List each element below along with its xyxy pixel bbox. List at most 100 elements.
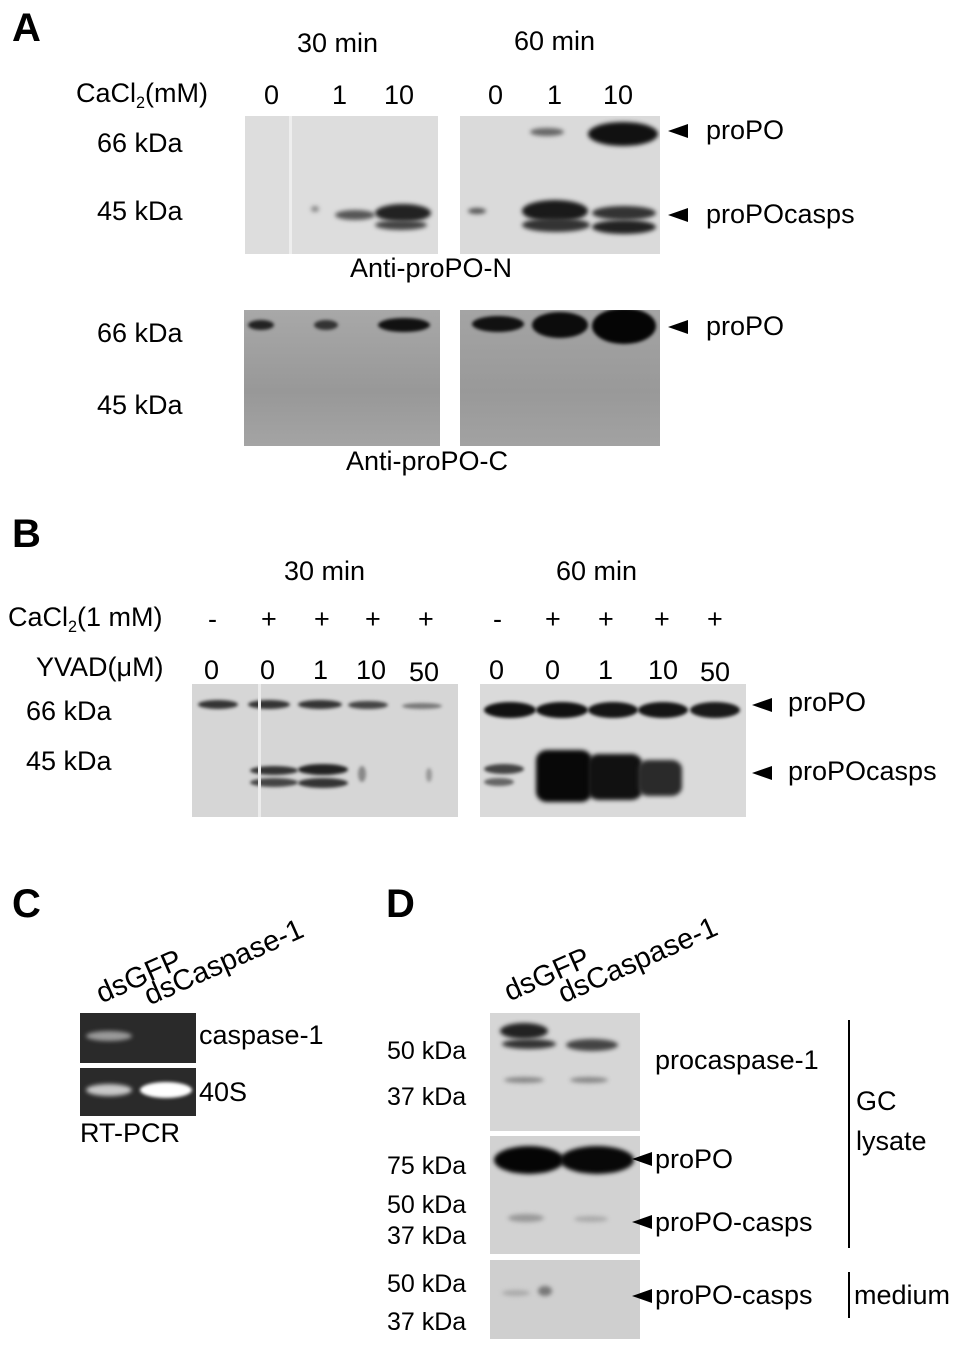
- bracket-gc-lysate: [848, 1020, 850, 1248]
- band-propo: [536, 702, 588, 718]
- panel-letter-b: B: [12, 512, 41, 556]
- band-propo-casps: [574, 1216, 608, 1222]
- antibody-label-anti-propo-c: Anti-proPO-C: [346, 446, 509, 476]
- band-label-propo-casps: proPO-casps: [655, 1280, 813, 1310]
- group-label-lysate: lysate: [856, 1126, 927, 1156]
- band-propo: [532, 312, 588, 338]
- mw-marker-45kda: 45 kDa: [26, 746, 112, 776]
- yvad-value: 50: [700, 657, 731, 687]
- band-label-procaspase-1: procaspase-1: [655, 1045, 819, 1075]
- cacl2-label: CaCl2(1 mM): [8, 602, 163, 636]
- arrowhead-propocasps: [668, 208, 688, 222]
- rt-pcr-gel-caspase-1: [80, 1013, 196, 1063]
- lane-label: 1: [547, 80, 563, 110]
- method-label-rt-pcr: RT-PCR: [80, 1118, 181, 1148]
- mw-marker-50kda: 50 kDa: [387, 1037, 467, 1065]
- band-propo: [472, 316, 524, 332]
- mw-marker-45kda: 45 kDa: [97, 390, 183, 420]
- lane-label: 1: [332, 80, 348, 110]
- band-propo: [348, 701, 388, 709]
- cacl2-unit: (1 mM): [77, 602, 163, 632]
- yvad-value: 10: [356, 655, 387, 685]
- band-caspase-1: [86, 1031, 132, 1041]
- band-propo: [298, 700, 342, 709]
- western-blot-yvad-30min: [192, 684, 458, 817]
- band-propocasps: [536, 750, 592, 802]
- mw-marker-66kda: 66 kDa: [97, 128, 183, 158]
- time-label-30min: 30 min: [297, 28, 379, 58]
- lane-streak: [258, 684, 261, 817]
- yvad-value: 0: [489, 655, 505, 685]
- band-faint: [484, 778, 514, 786]
- western-blot-anti-propo-c-60min: [460, 310, 660, 446]
- band-faint: [504, 1077, 544, 1083]
- band-propo: [248, 700, 290, 709]
- band-propo: [588, 702, 638, 718]
- band-faint: [484, 764, 524, 774]
- arrowhead-propo-casps: [632, 1289, 652, 1303]
- lane-label: 0: [264, 80, 280, 110]
- band-label-propo-casps: proPO-casps: [655, 1207, 813, 1237]
- yvad-value: 50: [409, 657, 440, 687]
- western-blot-propo-gc-lysate: [490, 1136, 640, 1254]
- band-propo: [378, 318, 430, 332]
- cacl2-label-text: CaCl: [8, 602, 69, 632]
- band-label-propo: proPO: [788, 687, 867, 717]
- band-propocasps: [375, 220, 427, 230]
- cacl2-subscript: 2: [68, 618, 78, 636]
- band-faint: [358, 766, 366, 782]
- rt-pcr-gel-40s: [80, 1068, 196, 1116]
- mw-marker-37kda: 37 kDa: [387, 1083, 467, 1111]
- mw-marker-50kda: 50 kDa: [387, 1270, 467, 1298]
- western-blot-propo-casps-medium: [490, 1260, 640, 1339]
- cacl2-sign: +: [707, 604, 723, 634]
- band-propo: [690, 702, 740, 718]
- band-propo: [402, 703, 442, 709]
- time-label-30min: 30 min: [284, 556, 366, 586]
- time-label-60min: 60 min: [514, 26, 596, 56]
- band-label-propo: proPO: [706, 115, 785, 145]
- band-propocasps: [298, 764, 348, 775]
- band-propo: [494, 1146, 564, 1174]
- mw-marker-66kda: 66 kDa: [97, 318, 183, 348]
- band-propocasps: [592, 206, 656, 220]
- lane-label: 10: [603, 80, 634, 110]
- cacl2-subscript: 2: [136, 94, 146, 112]
- western-blot-anti-propo-n-60min: [460, 116, 660, 254]
- band-propo: [638, 702, 688, 718]
- yvad-value: 0: [204, 655, 220, 685]
- band-faint: [426, 768, 432, 782]
- cacl2-sign: +: [365, 604, 381, 634]
- band-propo-casps: [508, 1214, 544, 1222]
- band-label-40s: 40S: [199, 1077, 248, 1107]
- lane-label: 0: [488, 80, 504, 110]
- band-propo: [592, 310, 656, 344]
- yvad-value: 1: [313, 655, 329, 685]
- band-propocasps: [592, 220, 656, 234]
- arrowhead-propocasps: [752, 766, 772, 780]
- panel-letter-c: C: [12, 882, 41, 926]
- yvad-label: YVAD(μM): [36, 652, 164, 682]
- band-label-propocasps: proPOcasps: [788, 756, 937, 786]
- band-faint: [468, 208, 486, 214]
- lane-streak: [289, 116, 292, 254]
- group-label-medium: medium: [854, 1280, 951, 1310]
- cacl2-sign: +: [261, 604, 277, 634]
- band-propocasps: [250, 766, 298, 775]
- band-faint: [502, 1290, 530, 1296]
- cacl2-sign: +: [545, 604, 561, 634]
- band-propo: [588, 122, 658, 146]
- western-blot-yvad-60min: [480, 684, 746, 817]
- band-propo: [484, 702, 536, 718]
- yvad-value: 0: [260, 655, 276, 685]
- band-label-caspase-1: caspase-1: [199, 1020, 324, 1050]
- band-propocasps: [298, 778, 348, 788]
- cacl2-sign: +: [654, 604, 670, 634]
- mw-marker-37kda: 37 kDa: [387, 1222, 467, 1250]
- band-label-propo: proPO: [706, 311, 785, 341]
- mw-marker-66kda: 66 kDa: [26, 696, 112, 726]
- band-propocasps: [638, 760, 682, 796]
- western-blot-anti-propo-c-30min: [244, 310, 440, 446]
- band-label-propocasps: proPOcasps: [706, 199, 855, 229]
- mw-marker-50kda: 50 kDa: [387, 1191, 467, 1219]
